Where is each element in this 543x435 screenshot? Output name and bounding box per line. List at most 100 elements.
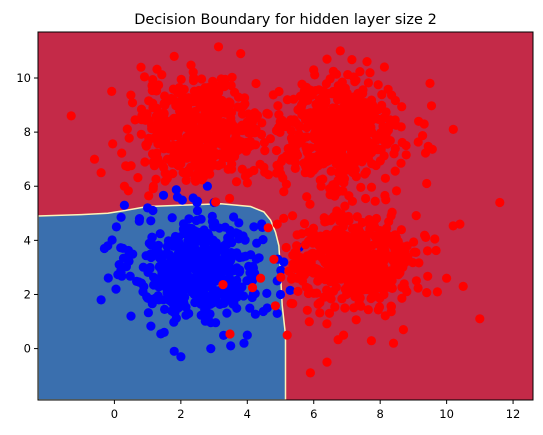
- scatter-point-class-1: [367, 159, 377, 169]
- scatter-point-class-0: [228, 299, 238, 309]
- scatter-point-class-1: [167, 158, 177, 168]
- scatter-point-class-1: [159, 98, 169, 109]
- scatter-point-class-1: [413, 283, 423, 293]
- scatter-point-class-0: [237, 282, 247, 292]
- scatter-point-class-0: [285, 285, 295, 295]
- scatter-point-class-0: [159, 327, 169, 337]
- scatter-point-class-1: [367, 240, 377, 250]
- scatter-point-class-1: [169, 144, 179, 154]
- scatter-point-class-1: [397, 137, 407, 148]
- scatter-point-class-1: [307, 262, 317, 272]
- scatter-point-class-0: [111, 222, 121, 232]
- scatter-point-class-1: [274, 163, 284, 173]
- scatter-point-class-1: [343, 100, 354, 110]
- scatter-point-class-1: [421, 232, 431, 242]
- scatter-point-class-0: [223, 236, 233, 246]
- scatter-point-class-0: [170, 290, 180, 300]
- scatter-point-class-1: [356, 301, 366, 311]
- scatter-point-class-1: [371, 131, 381, 141]
- scatter-point-class-0: [155, 229, 165, 239]
- scatter-point-class-1: [224, 100, 234, 110]
- x-tick-label: 12: [506, 407, 521, 421]
- scatter-point-class-1: [318, 241, 328, 252]
- scatter-point-class-0: [119, 200, 129, 210]
- scatter-point-class-1: [119, 181, 129, 191]
- scatter-point-class-1: [173, 87, 183, 98]
- scatter-point-class-1: [362, 57, 372, 67]
- scatter-point-class-1: [231, 177, 242, 187]
- scatter-point-class-0: [153, 291, 163, 301]
- scatter-point-class-0: [103, 273, 113, 283]
- scatter-point-class-0: [158, 190, 169, 200]
- x-axis: 0 2 4 6 8 10 12: [111, 400, 521, 421]
- scatter-point-class-1: [279, 187, 289, 197]
- scatter-point-class-1: [340, 246, 350, 256]
- scatter-point-class-1: [196, 151, 207, 161]
- scatter-point-class-0: [200, 305, 210, 315]
- scatter-point-class-1: [373, 255, 383, 266]
- scatter-point-class-0: [249, 222, 259, 232]
- scatter-point-class-1: [359, 103, 369, 113]
- scatter-point-class-1: [108, 139, 118, 149]
- scatter-point-class-1: [318, 269, 328, 279]
- scatter-point-class-1: [361, 193, 371, 204]
- scatter-point-class-1: [333, 89, 343, 99]
- scatter-point-class-1: [282, 95, 292, 105]
- scatter-point-class-1: [236, 49, 246, 59]
- scatter-point-class-1: [331, 105, 341, 115]
- scatter-point-class-0: [245, 303, 255, 313]
- scatter-point-class-0: [200, 240, 210, 250]
- scatter-point-class-1: [335, 46, 345, 56]
- scatter-point-class-1: [202, 106, 213, 116]
- scatter-point-class-0: [226, 341, 236, 351]
- scatter-point-class-1: [367, 284, 377, 294]
- scatter-point-class-1: [365, 68, 375, 78]
- scatter-point-class-1: [319, 86, 329, 96]
- scatter-point-class-0: [114, 260, 124, 270]
- scatter-point-class-1: [401, 150, 411, 160]
- scatter-point-class-1: [256, 273, 266, 283]
- scatter-point-class-1: [344, 216, 354, 226]
- scatter-point-class-0: [149, 272, 159, 282]
- scatter-point-class-1: [354, 227, 364, 237]
- scatter-point-class-0: [128, 249, 138, 259]
- scatter-point-class-1: [366, 336, 376, 346]
- scatter-point-class-1: [66, 111, 76, 121]
- scatter-point-class-1: [276, 272, 286, 282]
- scatter-point-class-1: [211, 197, 221, 207]
- scatter-point-class-0: [203, 228, 213, 239]
- y-tick-label: 8: [24, 125, 31, 139]
- scatter-point-class-1: [176, 74, 186, 84]
- scatter-point-class-1: [382, 282, 392, 292]
- scatter-point-class-1: [357, 157, 367, 167]
- plot-area: [38, 32, 533, 400]
- scatter-point-class-1: [299, 219, 310, 229]
- scatter-point-class-1: [413, 137, 423, 147]
- scatter-point-class-1: [311, 156, 321, 166]
- scatter-point-class-1: [354, 93, 364, 103]
- scatter-point-class-1: [326, 214, 336, 224]
- scatter-point-class-1: [218, 153, 228, 163]
- scatter-point-class-1: [230, 123, 240, 133]
- scatter-point-class-1: [431, 245, 441, 256]
- scatter-point-class-1: [322, 54, 332, 64]
- scatter-point-class-0: [232, 275, 242, 285]
- scatter-point-class-1: [218, 280, 228, 290]
- scatter-point-class-1: [330, 179, 340, 189]
- scatter-point-class-1: [295, 271, 305, 281]
- scatter-point-class-1: [309, 134, 320, 144]
- scatter-point-class-1: [360, 169, 370, 179]
- scatter-point-class-1: [297, 135, 307, 145]
- scatter-point-class-1: [186, 60, 196, 70]
- scatter-point-class-1: [155, 158, 165, 168]
- scatter-point-class-1: [305, 368, 315, 378]
- scatter-point-class-1: [333, 81, 343, 91]
- scatter-point-class-1: [340, 303, 350, 313]
- scatter-point-class-1: [126, 161, 136, 171]
- scatter-point-class-1: [139, 72, 150, 82]
- scatter-point-class-0: [248, 263, 258, 273]
- scatter-point-class-0: [207, 270, 217, 280]
- scatter-point-class-1: [197, 74, 207, 84]
- scatter-point-class-1: [355, 293, 365, 303]
- scatter-point-class-1: [391, 186, 402, 196]
